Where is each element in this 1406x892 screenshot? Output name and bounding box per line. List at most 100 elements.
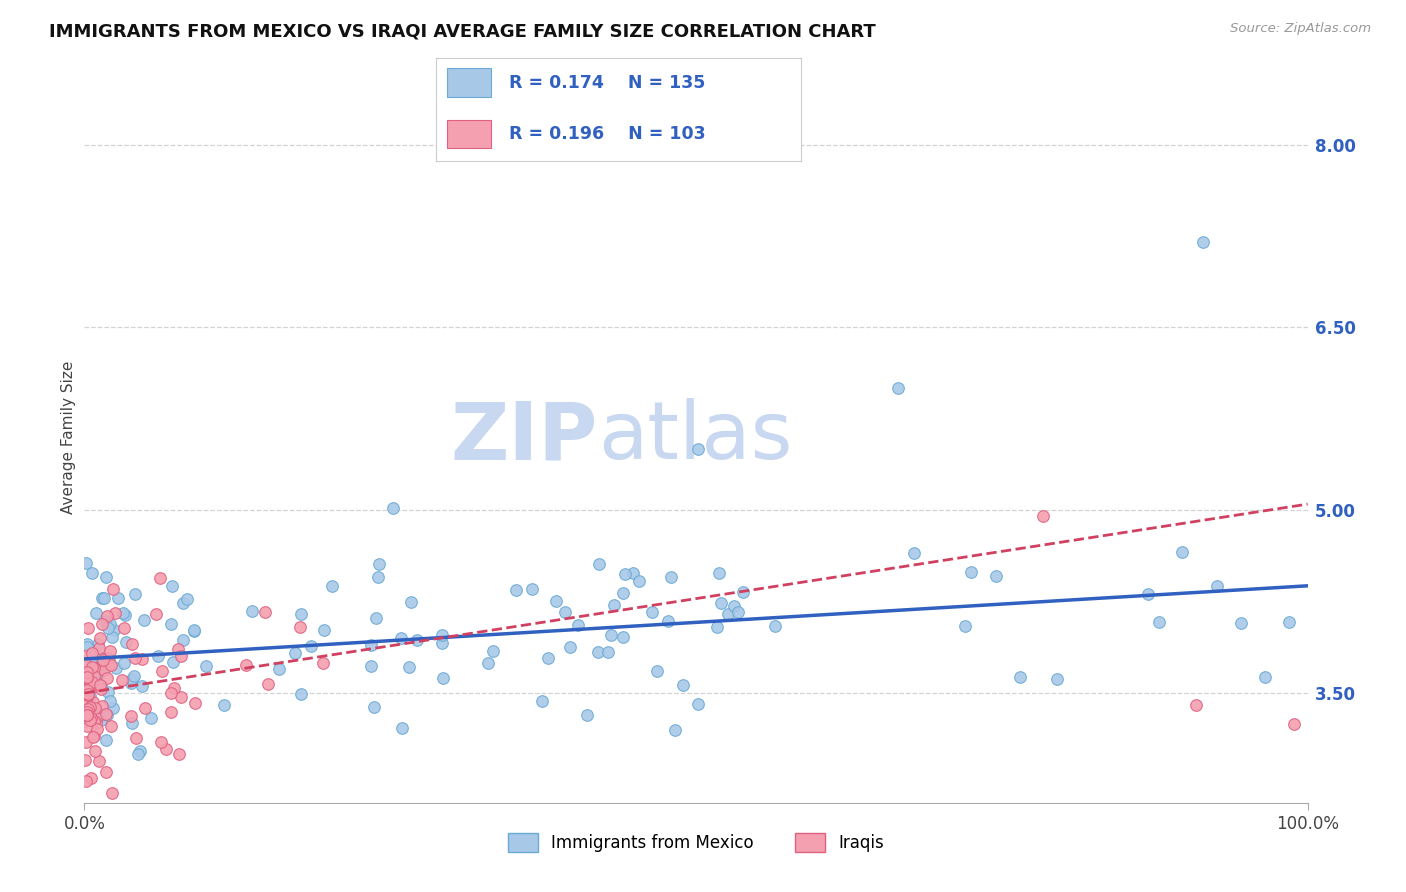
Point bbox=[73, 714, 96, 729]
Point bbox=[628, 574, 651, 588]
Point bbox=[76, 708, 98, 723]
Point bbox=[537, 650, 560, 665]
Point bbox=[664, 723, 686, 738]
Point bbox=[98, 644, 121, 658]
Point bbox=[886, 381, 908, 395]
Point bbox=[132, 613, 155, 627]
Point bbox=[312, 656, 335, 670]
Point bbox=[101, 786, 124, 800]
Text: ZIP: ZIP bbox=[451, 398, 598, 476]
Point bbox=[641, 605, 664, 619]
Point bbox=[83, 714, 105, 729]
Point bbox=[103, 623, 125, 637]
Point bbox=[398, 660, 420, 674]
Point bbox=[82, 656, 104, 670]
Bar bbox=[447, 120, 491, 148]
Point bbox=[727, 605, 749, 619]
Point bbox=[145, 607, 167, 621]
Point bbox=[75, 556, 97, 570]
Point bbox=[97, 622, 120, 636]
Point bbox=[172, 632, 194, 647]
Point bbox=[112, 607, 135, 621]
Point bbox=[73, 753, 96, 767]
Point bbox=[176, 591, 198, 606]
Point bbox=[86, 650, 108, 665]
Point bbox=[76, 662, 98, 676]
Point bbox=[290, 687, 312, 701]
Point bbox=[82, 730, 104, 744]
Point bbox=[312, 624, 335, 638]
Point bbox=[75, 735, 97, 749]
Point bbox=[360, 638, 382, 652]
Point bbox=[717, 607, 740, 621]
Point bbox=[763, 619, 786, 633]
Point bbox=[98, 617, 121, 632]
Point bbox=[124, 586, 146, 600]
Point bbox=[290, 620, 312, 634]
Point bbox=[104, 606, 127, 620]
Point bbox=[96, 685, 118, 699]
Point bbox=[90, 713, 112, 727]
Point bbox=[120, 709, 142, 723]
Point bbox=[79, 701, 101, 715]
Point bbox=[83, 661, 105, 675]
Point bbox=[84, 606, 107, 620]
Point bbox=[76, 719, 98, 733]
Point bbox=[87, 637, 110, 651]
Point bbox=[77, 621, 100, 635]
Point bbox=[184, 696, 207, 710]
Point bbox=[83, 669, 105, 683]
Point bbox=[560, 640, 582, 654]
Legend: Immigrants from Mexico, Iraqis: Immigrants from Mexico, Iraqis bbox=[499, 824, 893, 860]
Point bbox=[89, 678, 111, 692]
Point bbox=[129, 744, 152, 758]
Point bbox=[155, 742, 177, 756]
Point bbox=[121, 673, 143, 687]
Point bbox=[80, 566, 103, 581]
Point bbox=[89, 631, 111, 645]
Point bbox=[100, 630, 122, 644]
Point bbox=[160, 617, 183, 632]
Point bbox=[76, 670, 98, 684]
Point bbox=[706, 620, 728, 634]
Point bbox=[575, 707, 598, 722]
Point bbox=[82, 660, 104, 674]
Point bbox=[107, 591, 129, 605]
Point bbox=[86, 723, 108, 737]
Point bbox=[1282, 716, 1305, 731]
Text: R = 0.196    N = 103: R = 0.196 N = 103 bbox=[509, 125, 706, 143]
Point bbox=[159, 686, 181, 700]
Point bbox=[368, 557, 391, 571]
Point bbox=[505, 582, 527, 597]
Point bbox=[686, 442, 709, 457]
Point bbox=[100, 658, 122, 673]
Point bbox=[96, 614, 118, 628]
Point bbox=[76, 705, 98, 719]
Point bbox=[82, 664, 104, 678]
Point bbox=[94, 706, 117, 721]
Point bbox=[97, 651, 120, 665]
Point bbox=[76, 640, 98, 654]
Point bbox=[953, 619, 976, 633]
Point bbox=[645, 664, 668, 678]
Point bbox=[96, 708, 118, 723]
Point bbox=[686, 697, 709, 711]
Point bbox=[399, 595, 422, 609]
Point bbox=[103, 582, 125, 597]
Point bbox=[960, 565, 983, 579]
Point bbox=[363, 699, 385, 714]
Point bbox=[80, 711, 103, 725]
Point bbox=[82, 675, 104, 690]
Point bbox=[364, 611, 387, 625]
Point bbox=[111, 673, 134, 687]
Point bbox=[1008, 670, 1031, 684]
Text: IMMIGRANTS FROM MEXICO VS IRAQI AVERAGE FAMILY SIZE CORRELATION CHART: IMMIGRANTS FROM MEXICO VS IRAQI AVERAGE … bbox=[49, 22, 876, 40]
Point bbox=[73, 649, 96, 664]
Point bbox=[84, 744, 107, 758]
Point bbox=[131, 652, 153, 666]
Point bbox=[87, 755, 110, 769]
Point bbox=[554, 605, 576, 619]
Point bbox=[149, 571, 172, 585]
Point bbox=[612, 631, 634, 645]
Point bbox=[121, 715, 143, 730]
